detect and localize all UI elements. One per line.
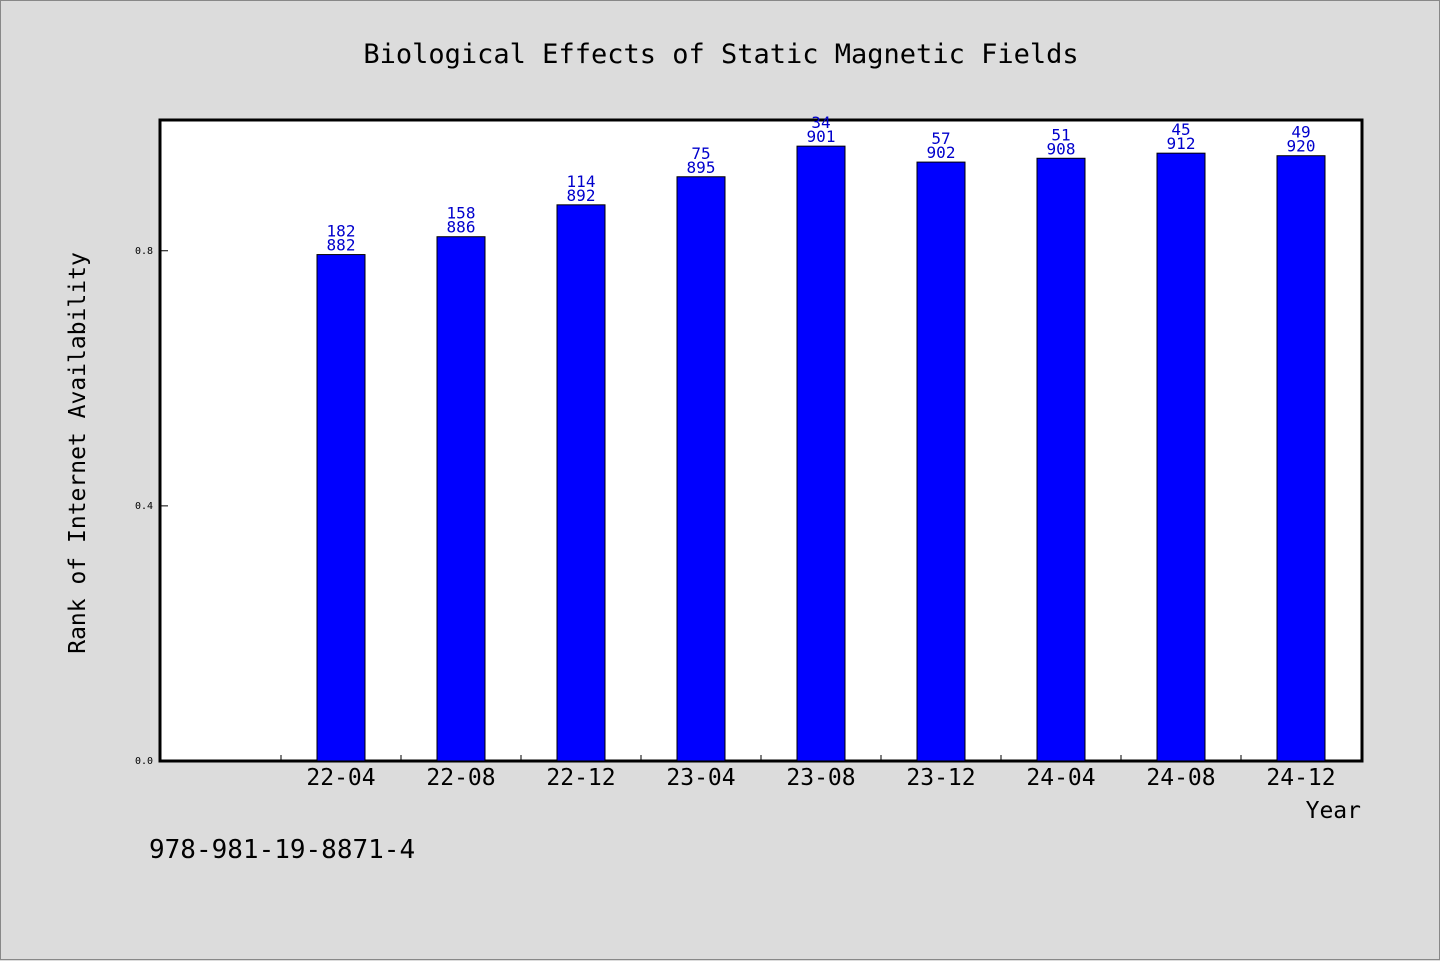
bar-label-bottom-22-08: 886 (447, 218, 476, 237)
bar-label-bottom-24-12: 920 (1287, 137, 1316, 156)
x-tick-label-24-08: 24-08 (1146, 765, 1215, 791)
bar-label-top-23-04: 75 (691, 144, 710, 163)
bar-23-12 (916, 161, 966, 762)
bar-label-top-22-04: 182 (327, 222, 356, 241)
bar-label-bottom-22-04: 882 (327, 236, 356, 255)
x-tick-label-23-08: 23-08 (786, 765, 855, 791)
bars-group (316, 145, 1326, 762)
x-tick-label-23-12: 23-12 (906, 765, 975, 791)
bar-label-top-23-08: 34 (811, 113, 830, 132)
bar-label-top-24-12: 49 (1291, 123, 1310, 142)
bar-24-04 (1036, 157, 1086, 762)
bar-label-top-24-04: 51 (1051, 125, 1070, 144)
y-axis: 0.0 0.4 0.8 (135, 246, 168, 767)
bar-22-08 (436, 236, 486, 762)
bar-label-top-24-08: 45 (1171, 120, 1190, 139)
y-tick-label-0.4: 0.4 (135, 501, 153, 512)
bar-label-bottom-22-12: 892 (567, 186, 596, 205)
bar-label-bottom-24-08: 912 (1167, 134, 1196, 153)
x-tick-label-22-12: 22-12 (546, 765, 615, 791)
x-tick-label-24-04: 24-04 (1026, 765, 1095, 791)
x-axis: 22-04 22-08 22-12 23-04 23-08 23-12 24-04 24-08… (280, 755, 1362, 791)
isbn-label: 978-981-19-8871-4 (149, 835, 416, 865)
x-tick-label-22-08: 22-08 (426, 765, 495, 791)
bar-label-top-22-12: 114 (567, 172, 596, 191)
bar-label-bottom-23-08: 901 (807, 127, 836, 146)
x-tick-label-23-04: 23-04 (666, 765, 735, 791)
bar-label-top-22-08: 158 (447, 204, 476, 223)
x-tick-label-24-12: 24-12 (1266, 765, 1335, 791)
bar-22-12 (556, 204, 606, 762)
y-tick-label-0.8: 0.8 (135, 246, 153, 257)
bar-label-bottom-24-04: 908 (1047, 139, 1076, 158)
bar-label-bottom-23-04: 895 (687, 158, 716, 177)
x-tick-label-22-04: 22-04 (306, 765, 375, 791)
y-axis-label: Rank of Internet Availability (65, 252, 91, 654)
bar-label-top-23-12: 57 (931, 129, 950, 148)
chart-title: Biological Effects of Static Magnetic Fi… (363, 39, 1078, 70)
bar-24-08 (1156, 152, 1206, 762)
bar-23-04 (676, 176, 726, 762)
x-axis-label: Year (1306, 798, 1361, 824)
bar-22-04 (316, 254, 366, 762)
y-tick-label-0.0: 0.0 (135, 756, 153, 767)
bar-24-12 (1276, 155, 1326, 762)
bar-23-08 (796, 145, 846, 762)
bar-label-bottom-23-12: 902 (927, 143, 956, 162)
